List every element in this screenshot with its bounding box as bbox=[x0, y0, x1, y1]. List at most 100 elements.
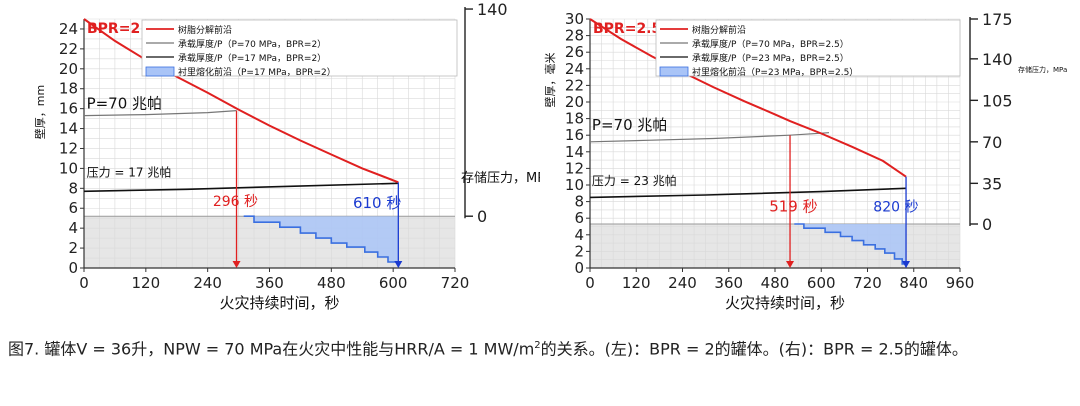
line-low-pressure bbox=[83, 182, 399, 193]
annotation-label: 519 秒 bbox=[769, 198, 817, 216]
resin-front-line bbox=[589, 18, 907, 178]
y-tick-label: 24 bbox=[565, 60, 584, 78]
x-tick-label: 480 bbox=[317, 274, 346, 292]
legend-label: 树脂分解前沿 bbox=[692, 24, 746, 36]
x-tick-label: 120 bbox=[132, 274, 161, 292]
y-tick-label: 6 bbox=[68, 199, 78, 217]
y-tick-label: 16 bbox=[59, 100, 78, 118]
x-tick-label: 600 bbox=[807, 274, 836, 292]
x-tick-label: 240 bbox=[668, 274, 697, 292]
y-tick-label: 30 bbox=[565, 10, 584, 28]
y-tick-label: 20 bbox=[565, 93, 584, 111]
legend-swatch bbox=[659, 66, 689, 77]
y-tick-label: 4 bbox=[68, 219, 78, 237]
x-tick-label: 0 bbox=[585, 274, 595, 292]
y-tick-label: 22 bbox=[565, 76, 584, 94]
right-axis-tick-label: 175 bbox=[982, 10, 1013, 29]
legend-swatch bbox=[145, 66, 175, 77]
x-tick-label: 240 bbox=[193, 274, 222, 292]
y-tick-label: 12 bbox=[59, 139, 78, 157]
y-tick-label: 24 bbox=[59, 20, 78, 38]
legend-label: 承载厚度/P（P=23 MPa，BPR=2.5） bbox=[692, 52, 849, 64]
annotation-label: 610 秒 bbox=[353, 194, 401, 212]
x-tick-label: 840 bbox=[899, 274, 928, 292]
x-axis-label: 火灾持续时间，秒 bbox=[725, 294, 845, 312]
annotation-label: 820 秒 bbox=[873, 200, 918, 216]
x-axis-label: 火灾持续时间，秒 bbox=[219, 294, 339, 312]
y-tick-label: 18 bbox=[59, 80, 78, 98]
annotation-label: P=70 兆帕 bbox=[592, 116, 667, 134]
liner-melt-front bbox=[794, 223, 907, 268]
marker-arrow bbox=[232, 261, 241, 268]
right-axis-tick-label: 105 bbox=[982, 91, 1013, 110]
y-tick-label: 2 bbox=[68, 239, 78, 257]
x-tick-label: 480 bbox=[761, 274, 790, 292]
line-p70 bbox=[589, 132, 830, 143]
caption-superscript: 2 bbox=[534, 340, 541, 351]
y-tick-label: 26 bbox=[565, 43, 584, 61]
chart-left: 壁厚，mm 0 120 240 360 480 600 720024681012141618… bbox=[33, 0, 540, 312]
line-p70 bbox=[83, 110, 237, 117]
right-axis-tick-label: 0 bbox=[982, 215, 992, 234]
figure-caption: 图7. 罐体V = 36升，NPW = 70 MPa在火灾中性能与HRR/A =… bbox=[8, 334, 1068, 361]
y-tick-label: 18 bbox=[565, 110, 584, 128]
right-axis-tick-label: 35 bbox=[982, 174, 1002, 193]
x-tick-label: 960 bbox=[946, 274, 975, 292]
x-tick-label: 360 bbox=[714, 274, 743, 292]
liner-melt-area bbox=[243, 216, 399, 267]
caption-text-1: 图7. 罐体V = 36升，NPW = 70 MPa在火灾中性能与HRR/A =… bbox=[8, 339, 535, 359]
right-axis-label: 存储压力，MPa bbox=[461, 171, 540, 186]
annotation-label: 压力 = 17 兆帕 bbox=[87, 164, 172, 179]
marker-arrow bbox=[902, 261, 911, 268]
liner-melt-area bbox=[794, 224, 906, 268]
legend-label: 树脂分解前沿 bbox=[178, 24, 232, 36]
y-tick-label: 14 bbox=[59, 120, 78, 138]
y-tick-label: 2 bbox=[574, 242, 584, 260]
y-tick-label: 16 bbox=[565, 126, 584, 144]
annotation-label: 296 秒 bbox=[213, 194, 258, 210]
y-tick-label: 20 bbox=[59, 60, 78, 78]
x-tick-label: 600 bbox=[379, 274, 408, 292]
legend-box bbox=[141, 19, 458, 77]
y-tick-label: 0 bbox=[68, 259, 78, 277]
legend-label: 承载厚度/P（P=70 MPa，BPR=2） bbox=[178, 38, 326, 50]
right-axis-label: 存储压力，MPa bbox=[1018, 65, 1067, 74]
y-tick-label: 8 bbox=[68, 179, 78, 197]
legend-label: 衬里熔化前沿（P=23 MPa，BPR=2.5） bbox=[692, 66, 858, 78]
liner-melt-front bbox=[243, 215, 400, 267]
y-tick-label: 6 bbox=[574, 209, 584, 227]
y-tick-label: 4 bbox=[574, 226, 584, 244]
y-tick-label: 28 bbox=[565, 27, 584, 45]
right-axis-tick-label: 0 bbox=[477, 207, 487, 226]
legend-box bbox=[655, 19, 961, 77]
annotation-label: P=70 兆帕 bbox=[87, 95, 162, 113]
x-tick-label: 0 bbox=[79, 274, 89, 292]
right-axis-tick-label: 140 bbox=[477, 0, 508, 19]
x-tick-label: 720 bbox=[853, 274, 882, 292]
legend-label: 衬里熔化前沿（P=17 MPa，BPR=2） bbox=[178, 66, 336, 78]
marker-arrow bbox=[786, 261, 795, 268]
y-axis-label-left: 壁厚，毫米 bbox=[543, 53, 557, 108]
y-tick-label: 8 bbox=[574, 193, 584, 211]
marker-arrow bbox=[394, 261, 403, 268]
caption-text-2: 的关系。(左)：BPR = 2的罐体。(右)：BPR = 2.5的罐体。 bbox=[540, 339, 968, 359]
line-low-pressure bbox=[589, 187, 907, 199]
legend-label: 承载厚度/P（P=17 MPa，BPR=2） bbox=[178, 52, 326, 64]
y-axis-label-left: 壁厚，mm bbox=[33, 85, 47, 139]
x-tick-label: 720 bbox=[441, 274, 470, 292]
y-tick-label: 22 bbox=[59, 40, 78, 58]
y-tick-label: 0 bbox=[574, 259, 584, 277]
y-tick-label: 12 bbox=[565, 159, 584, 177]
legend-label: 承载厚度/P（P=70 MPa，BPR=2.5） bbox=[692, 38, 849, 50]
y-tick-label: 14 bbox=[565, 143, 584, 161]
annotation-label: 压力 = 23 兆帕 bbox=[592, 173, 677, 188]
x-tick-label: 360 bbox=[255, 274, 284, 292]
chart-right: 壁厚，毫米 0 120 240 360 480 600 720 840 960024681012… bbox=[543, 10, 1067, 312]
resin-front-line bbox=[83, 18, 399, 184]
y-tick-label: 10 bbox=[565, 176, 584, 194]
x-tick-label: 120 bbox=[622, 274, 651, 292]
bpr-label: BPR=2 bbox=[87, 21, 140, 37]
right-axis-tick-label: 140 bbox=[982, 50, 1013, 69]
bpr-label: BPR=2.5 bbox=[593, 21, 661, 37]
right-axis-tick-label: 70 bbox=[982, 133, 1002, 152]
